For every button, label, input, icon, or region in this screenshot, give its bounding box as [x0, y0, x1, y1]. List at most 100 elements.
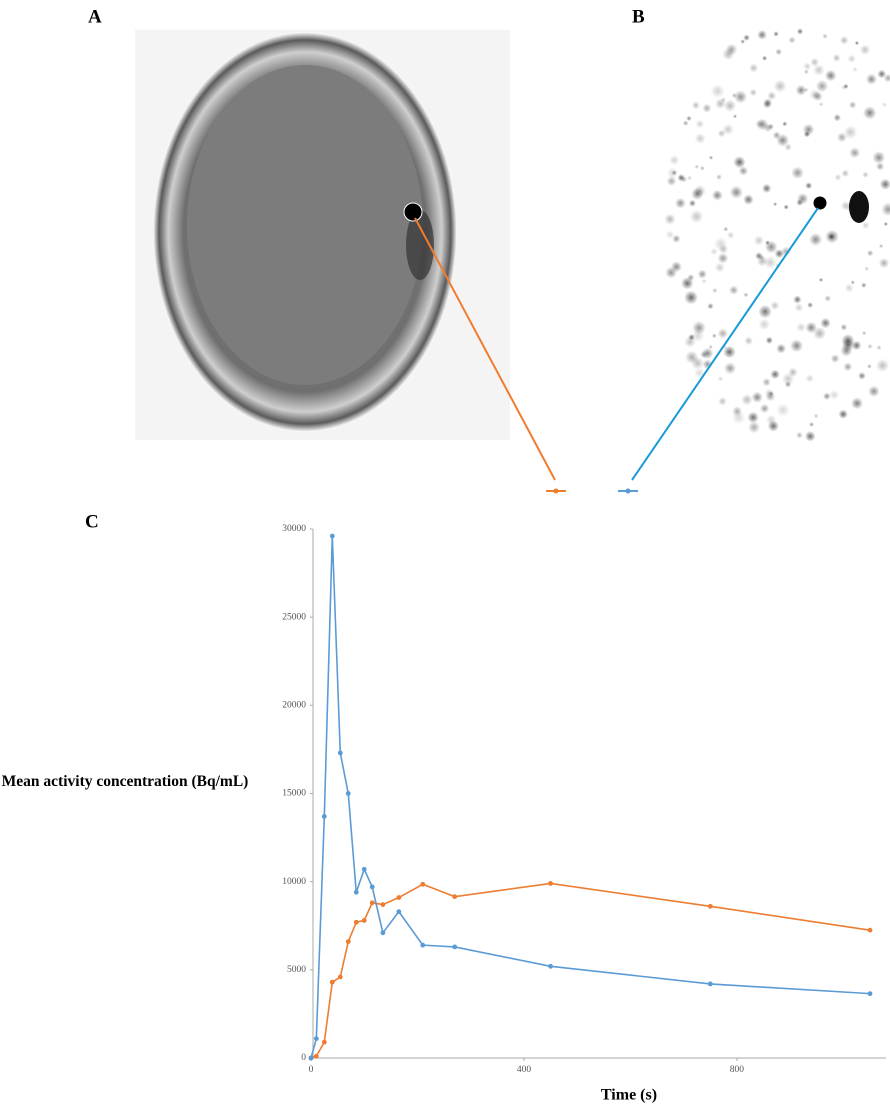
speckle: [822, 33, 828, 39]
speckle: [784, 381, 792, 388]
speckle: [818, 101, 824, 107]
speckle: [839, 35, 849, 45]
speckle: [866, 249, 874, 257]
speckle: [686, 115, 692, 122]
speckle: [854, 40, 860, 46]
speckle: [872, 151, 886, 164]
speckle: [833, 113, 842, 122]
speckle: [865, 73, 878, 85]
speckle: [768, 391, 774, 397]
speckle: [762, 377, 771, 387]
speckle: [717, 328, 728, 339]
speckle: [881, 202, 890, 217]
speckle: [688, 199, 696, 207]
legend-marker-dot: [625, 488, 631, 494]
speckle: [691, 101, 700, 110]
speckle: [726, 231, 735, 239]
speckle: [675, 197, 686, 209]
speckle: [711, 333, 717, 339]
speckle: [828, 389, 840, 401]
speckle: [713, 237, 728, 251]
speckle: [864, 266, 870, 272]
speckle: [758, 318, 771, 331]
speckle: [702, 103, 712, 113]
speckle: [747, 411, 759, 424]
speckle: [802, 123, 815, 136]
speckle: [741, 393, 753, 406]
speckle: [682, 120, 689, 126]
connector-b: [631, 207, 819, 481]
speckle: [757, 29, 767, 40]
speckle: [770, 300, 780, 311]
speckle: [672, 234, 681, 243]
speckle: [694, 133, 706, 144]
speckle: [751, 391, 763, 403]
speckle: [754, 252, 763, 260]
y-tick-label: 15000: [282, 789, 306, 799]
data-point: [867, 927, 873, 933]
speckle: [794, 303, 804, 313]
speckle: [753, 235, 764, 246]
data-point: [396, 909, 402, 915]
speckle: [764, 240, 778, 254]
speckle: [815, 79, 829, 93]
speckle: [666, 176, 677, 187]
speckle: [812, 326, 827, 340]
speckle: [758, 304, 772, 319]
speckle: [717, 252, 729, 264]
data-point: [396, 895, 402, 900]
speckle: [710, 248, 718, 256]
speckle: [840, 344, 853, 357]
data-point: [345, 791, 351, 796]
connector-a: [414, 217, 556, 481]
y-tick-label: 10000: [282, 877, 306, 887]
speckle: [776, 133, 790, 147]
speckle: [694, 367, 705, 379]
speckle: [763, 255, 777, 269]
y-tick-label: 5000: [287, 965, 306, 975]
speckle: [776, 403, 790, 417]
speckle: [665, 266, 677, 279]
speckle: [733, 156, 746, 169]
panel-label: A: [88, 6, 102, 27]
speckle: [699, 165, 705, 171]
speckle: [809, 232, 823, 247]
speckle: [883, 221, 888, 227]
data-point: [337, 750, 343, 756]
speckle: [809, 89, 821, 101]
data-point: [353, 919, 359, 925]
speckle: [793, 295, 802, 304]
speckle: [791, 166, 804, 180]
speckle: [749, 88, 758, 97]
x-tick-label: 800: [730, 1065, 745, 1075]
speckle: [878, 243, 884, 249]
speckle: [867, 343, 873, 350]
y-tick-label: 25000: [282, 612, 306, 622]
speckle: [862, 171, 869, 178]
speckle: [731, 92, 737, 99]
speckle: [847, 54, 856, 63]
speckle: [773, 79, 787, 93]
speckle: [770, 369, 780, 380]
speckle: [840, 323, 848, 331]
speckle: [756, 118, 769, 131]
speckle: [718, 396, 727, 406]
speckle: [861, 330, 867, 336]
speckle: [765, 336, 773, 345]
speckle: [744, 336, 753, 346]
speckle: [689, 209, 704, 224]
speckle: [805, 374, 814, 383]
data-point: [452, 944, 458, 950]
y-tick-label: 0: [301, 1053, 306, 1063]
speckle: [813, 413, 819, 419]
speckle: [723, 99, 737, 112]
speckle: [774, 249, 784, 259]
speckle: [878, 257, 890, 269]
data-point: [361, 866, 367, 872]
speckle: [805, 182, 813, 190]
speckle: [697, 269, 707, 279]
roi-a: [403, 202, 423, 222]
speckle: [687, 175, 693, 181]
data-point: [361, 918, 367, 923]
